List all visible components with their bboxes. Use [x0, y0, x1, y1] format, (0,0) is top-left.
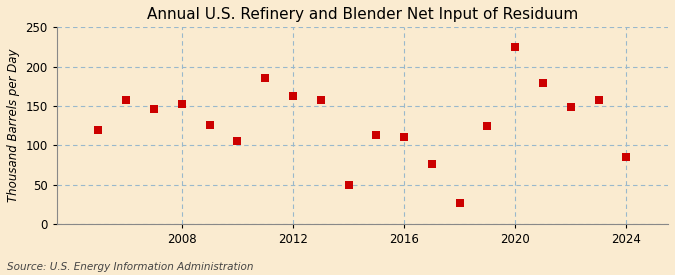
Point [566, 104, 576, 109]
Point [427, 162, 437, 166]
Point [399, 135, 410, 140]
Point [454, 200, 465, 205]
Point [482, 124, 493, 129]
Text: Source: U.S. Energy Information Administration: Source: U.S. Energy Information Administ… [7, 262, 253, 272]
Point [205, 123, 215, 127]
Point [510, 45, 520, 49]
Point [315, 97, 326, 102]
Point [621, 155, 632, 159]
Point [93, 127, 104, 132]
Point [371, 133, 381, 137]
Point [343, 183, 354, 187]
Point [593, 97, 604, 102]
Y-axis label: Thousand Barrels per Day: Thousand Barrels per Day [7, 49, 20, 202]
Point [288, 94, 298, 98]
Point [537, 81, 548, 85]
Point [232, 139, 243, 144]
Point [176, 101, 187, 106]
Point [148, 107, 159, 111]
Title: Annual U.S. Refinery and Blender Net Input of Residuum: Annual U.S. Refinery and Blender Net Inp… [146, 7, 578, 22]
Point [260, 76, 271, 81]
Point [121, 98, 132, 103]
